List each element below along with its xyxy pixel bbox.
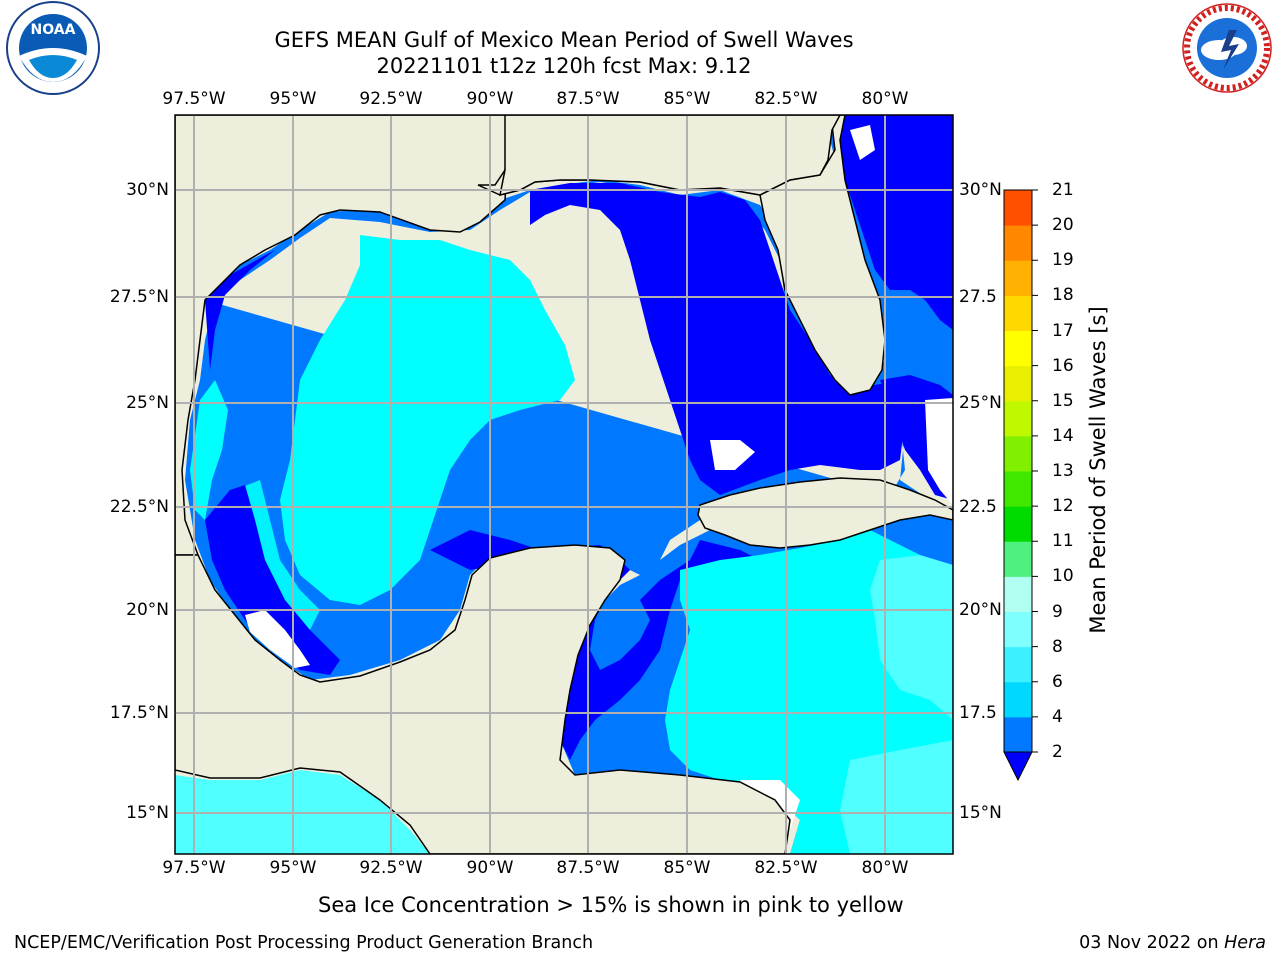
colorbar-band bbox=[1004, 716, 1032, 753]
nws-logo bbox=[1182, 3, 1272, 93]
lon-tick-bottom: 87.5°W bbox=[556, 858, 620, 878]
colorbar-tick-label: 15 bbox=[1052, 390, 1074, 411]
lat-tick-right: 27.5 bbox=[959, 287, 997, 307]
colorbar-band bbox=[1004, 400, 1032, 437]
gulf-ocean-dark-west bbox=[205, 250, 275, 370]
colorbar-tick-label: 21 bbox=[1052, 180, 1074, 200]
colorbar-band bbox=[1004, 471, 1032, 507]
gulf-ocean-light-sw bbox=[235, 480, 320, 630]
colorbar-tick-label: 9 bbox=[1052, 601, 1063, 622]
gulf-ocean-dark-south bbox=[430, 530, 880, 760]
florida-peninsula bbox=[759, 115, 886, 396]
lon-tick-bottom: 97.5°W bbox=[162, 858, 226, 878]
lon-tick-top: 80°W bbox=[861, 89, 909, 109]
lon-tick-top: 92.5°W bbox=[359, 89, 423, 109]
caribbean-ocean-pale-south bbox=[840, 740, 953, 854]
colorbar-label: Mean Period of Swell Waves [s] bbox=[1086, 306, 1110, 634]
lat-tick-left: 20°N bbox=[126, 600, 169, 620]
lon-tick-top: 90°W bbox=[466, 89, 514, 109]
atlantic-ocean-dark bbox=[838, 115, 953, 330]
colorbar-band bbox=[1004, 365, 1032, 402]
missing-data-patch bbox=[925, 398, 953, 505]
footer-date: 03 Nov 2022 on Hera bbox=[1079, 933, 1266, 953]
colorbar-band bbox=[1004, 646, 1032, 683]
colorbar-tick-label: 4 bbox=[1052, 706, 1063, 727]
mexico-land bbox=[175, 544, 791, 854]
colorbar-tick-label: 19 bbox=[1052, 250, 1074, 271]
lat-tick-left: 22.5°N bbox=[109, 497, 169, 517]
lat-tick-left: 15°N bbox=[126, 803, 169, 823]
colorbar-tick-label: 12 bbox=[1052, 496, 1074, 517]
colorbar-tick-label: 14 bbox=[1052, 425, 1074, 446]
colorbar-tick-label: 17 bbox=[1052, 320, 1074, 341]
colorbar-band bbox=[1004, 330, 1032, 367]
cuba-land bbox=[697, 477, 953, 549]
colorbar-band bbox=[1004, 295, 1032, 331]
missing-data-patch bbox=[850, 125, 875, 160]
lat-tick-left: 30°N bbox=[126, 180, 169, 200]
lat-tick-right: 25°N bbox=[959, 393, 1002, 413]
lon-tick-bottom: 95°W bbox=[269, 858, 317, 878]
colorbar-band bbox=[1004, 190, 1032, 226]
lon-tick-bottom: 85°W bbox=[663, 858, 711, 878]
colorbar-band bbox=[1004, 506, 1032, 542]
map-frame bbox=[174, 114, 954, 855]
lat-tick-left: 17.5°N bbox=[109, 703, 169, 723]
colorbar-tick-label: 6 bbox=[1052, 671, 1063, 692]
colorbar-tick-label: 8 bbox=[1052, 636, 1063, 657]
lon-tick-top: 85°W bbox=[663, 89, 711, 109]
lat-tick-right: 17.5 bbox=[959, 703, 997, 723]
footer-date-text: 03 Nov 2022 on bbox=[1079, 933, 1219, 953]
colorbar-tick-label: 18 bbox=[1052, 285, 1074, 306]
footer-credit: NCEP/EMC/Verification Post Processing Pr… bbox=[14, 933, 594, 953]
gulf-ocean-dark-sw bbox=[205, 485, 340, 675]
lon-tick-top: 87.5°W bbox=[556, 89, 620, 109]
graticule bbox=[175, 115, 953, 854]
colorbar-band bbox=[1004, 435, 1032, 472]
sea-ice-note: Sea Ice Concentration > 15% is shown in … bbox=[318, 893, 904, 917]
colorbar-extend-triangle bbox=[1003, 751, 1033, 782]
lon-tick-bottom: 80°W bbox=[861, 858, 909, 878]
lat-tick-right: 20°N bbox=[959, 600, 1002, 620]
colorbar-tick-label: 20 bbox=[1052, 215, 1074, 236]
colorbar-tick-label: 10 bbox=[1052, 566, 1074, 587]
lat-tick-left: 27.5°N bbox=[109, 287, 169, 307]
gulf-ocean-dark-ne bbox=[530, 183, 905, 495]
colorbar-band bbox=[1004, 541, 1032, 577]
gulf-ocean-light bbox=[280, 235, 575, 605]
colorbar-band bbox=[1004, 225, 1032, 261]
colorbar-tick-label: 13 bbox=[1052, 461, 1074, 481]
lat-tick-left: 25°N bbox=[126, 393, 169, 413]
lat-tick-right: 22.5 bbox=[959, 497, 997, 517]
lat-tick-right: 30°N bbox=[959, 180, 1002, 200]
gulf-ocean-light-west bbox=[190, 380, 228, 520]
footer-machine: Hera bbox=[1224, 933, 1266, 953]
chart-title: GEFS MEAN Gulf of Mexico Mean Period of … bbox=[274, 28, 854, 52]
colorbar-band bbox=[1004, 611, 1032, 648]
colorbar-tick-label: 16 bbox=[1052, 355, 1074, 376]
chart-subtitle: 20221101 t12z 120h fcst Max: 9.12 bbox=[376, 54, 752, 78]
lon-tick-bottom: 82.5°W bbox=[754, 858, 818, 878]
lon-tick-top: 95°W bbox=[269, 89, 317, 109]
colorbar-tick-label: 2 bbox=[1052, 742, 1063, 762]
colorbar-band bbox=[1004, 260, 1032, 296]
caribbean-ocean-pale bbox=[870, 555, 953, 720]
colorbar-band bbox=[1004, 576, 1032, 612]
lon-tick-top: 97.5°W bbox=[162, 89, 226, 109]
noaa-logo-text: NOAA bbox=[31, 22, 76, 38]
colorbar-band bbox=[1004, 681, 1032, 718]
lat-tick-right: 15°N bbox=[959, 803, 1002, 823]
missing-data-patch bbox=[710, 440, 755, 470]
lon-tick-bottom: 92.5°W bbox=[359, 858, 423, 878]
lon-tick-top: 82.5°W bbox=[754, 89, 818, 109]
colorbar bbox=[1003, 189, 1038, 782]
lon-tick-bottom: 90°W bbox=[466, 858, 514, 878]
noaa-logo: NOAA bbox=[6, 1, 100, 95]
colorbar-tick-label: 11 bbox=[1052, 531, 1074, 552]
